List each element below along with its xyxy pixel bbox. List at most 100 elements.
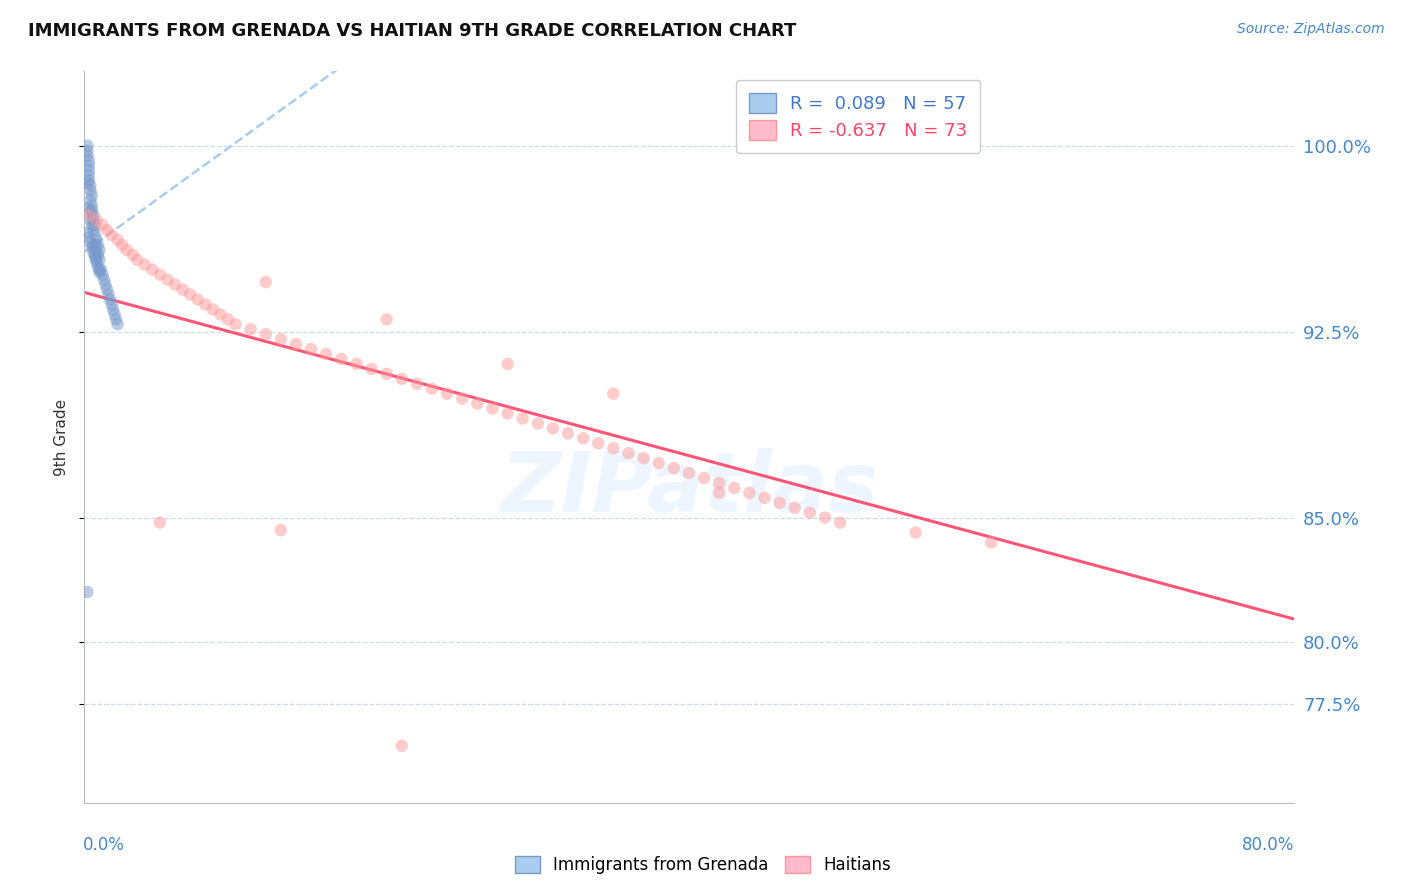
Point (527, 417, 550, 431)
Point (82, 208, 104, 222)
Point (80, 188, 103, 202)
Point (904, 525, 927, 540)
Point (141, 262, 163, 277)
Point (678, 466, 700, 480)
Point (86, 243, 108, 257)
Point (84, 248, 107, 262)
Point (648, 456, 671, 470)
Point (76, 144, 98, 158)
Point (82, 245, 104, 260)
Point (225, 318, 247, 332)
Point (346, 357, 368, 371)
Point (96, 223, 118, 237)
Point (89, 243, 111, 257)
Point (86, 233, 108, 247)
Point (80, 203, 103, 218)
Point (93, 272, 115, 286)
Point (602, 386, 624, 401)
Point (330, 351, 353, 366)
Point (111, 238, 134, 252)
Point (107, 233, 129, 247)
Point (86, 255, 108, 269)
Point (115, 243, 138, 257)
Point (76, 226, 98, 240)
Point (451, 392, 474, 406)
Point (96, 283, 118, 297)
Legend: Immigrants from Grenada, Haitians: Immigrants from Grenada, Haitians (508, 849, 898, 881)
Point (84, 238, 107, 252)
Point (602, 442, 624, 456)
Point (187, 293, 209, 307)
Point (86, 252, 108, 267)
Point (89, 262, 111, 277)
Point (149, 516, 172, 530)
Point (254, 327, 277, 342)
Point (77, 163, 100, 178)
Text: Source: ZipAtlas.com: Source: ZipAtlas.com (1237, 22, 1385, 37)
Point (436, 386, 458, 401)
Point (980, 535, 1002, 549)
Point (496, 357, 519, 371)
Point (84, 218, 107, 232)
Point (375, 312, 398, 326)
Point (165, 277, 187, 292)
Point (723, 481, 745, 495)
Point (77, 153, 100, 168)
Point (82, 238, 104, 252)
Point (406, 376, 429, 391)
Point (391, 372, 413, 386)
Point (87, 260, 110, 275)
Point (375, 367, 398, 381)
Point (80, 218, 103, 232)
Point (662, 461, 685, 475)
Legend: R =  0.089   N = 57, R = -0.637   N = 73: R = 0.089 N = 57, R = -0.637 N = 73 (737, 80, 980, 153)
Point (299, 342, 322, 356)
Point (76, 138, 98, 153)
Point (557, 426, 579, 441)
Point (94, 277, 117, 292)
Point (104, 307, 127, 321)
Point (134, 258, 156, 272)
Point (80, 240, 103, 254)
Point (79, 183, 101, 197)
Point (783, 500, 806, 515)
Point (76, 149, 98, 163)
Point (572, 431, 595, 445)
Point (105, 312, 128, 326)
Text: IMMIGRANTS FROM GRENADA VS HAITIAN 9TH GRADE CORRELATION CHART: IMMIGRANTS FROM GRENADA VS HAITIAN 9TH G… (28, 22, 796, 40)
Point (76, 585, 98, 599)
Point (84, 250, 107, 264)
Point (209, 307, 232, 321)
Point (254, 275, 277, 289)
Point (91, 218, 114, 232)
Text: 80.0%: 80.0% (1243, 836, 1295, 854)
Point (101, 302, 124, 317)
Point (79, 235, 101, 250)
Point (754, 491, 776, 505)
Point (79, 178, 101, 193)
Point (84, 227, 107, 242)
Point (77, 169, 100, 183)
Point (420, 382, 443, 396)
Point (617, 446, 640, 460)
Point (77, 173, 100, 187)
Point (77, 201, 100, 215)
Point (127, 252, 149, 267)
Point (315, 347, 337, 361)
Point (121, 248, 143, 262)
Point (77, 208, 100, 222)
Point (194, 297, 217, 311)
Text: 0.0%: 0.0% (83, 836, 125, 854)
Point (814, 510, 837, 524)
Point (769, 496, 792, 510)
Point (799, 506, 821, 520)
Point (77, 230, 100, 244)
Point (217, 312, 239, 326)
Point (86, 213, 108, 227)
Point (149, 268, 172, 282)
Y-axis label: 9th Grade: 9th Grade (53, 399, 69, 475)
Point (738, 486, 761, 500)
Point (709, 475, 731, 490)
Point (709, 486, 731, 500)
Point (89, 252, 111, 267)
